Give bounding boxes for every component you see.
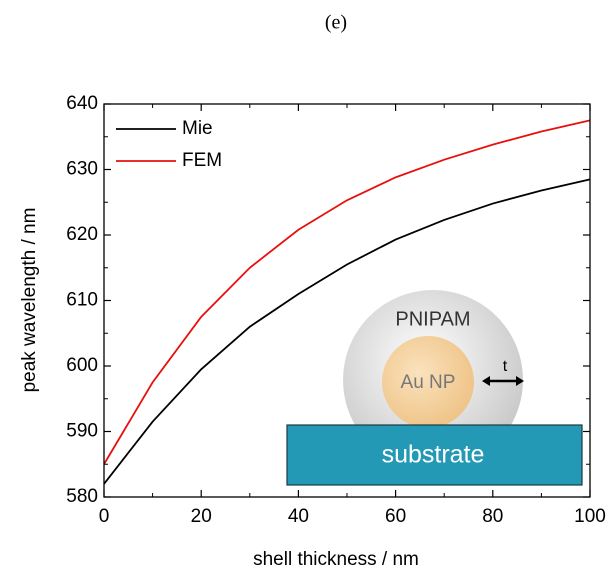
x-tick-label: 60 xyxy=(385,506,406,527)
y-axis-label: peak wavelength / nm xyxy=(19,208,40,393)
inset-diagram: PNIPAM Au NP t substrate xyxy=(286,290,583,486)
x-tick-label: 100 xyxy=(574,506,606,527)
substrate-box xyxy=(286,424,583,486)
series-line xyxy=(103,119,591,465)
legend-label: FEM xyxy=(182,150,222,171)
y-tick-label: 610 xyxy=(66,290,98,311)
y-tick-label: 590 xyxy=(66,421,98,442)
legend-label: Mie xyxy=(182,118,213,139)
y-tick-label: 600 xyxy=(66,355,98,376)
thickness-label: t xyxy=(503,358,508,375)
x-tick-label: 80 xyxy=(482,506,503,527)
x-tick-label: 0 xyxy=(99,506,110,527)
core-label: Au NP xyxy=(401,372,456,393)
series-line xyxy=(103,178,591,485)
shell-label: PNIPAM xyxy=(395,308,470,330)
x-axis-label: shell thickness / nm xyxy=(253,549,419,570)
core xyxy=(382,336,474,428)
chart-title: (e) xyxy=(325,12,347,34)
y-tick-label: 620 xyxy=(66,224,98,245)
x-tick-label: 20 xyxy=(191,506,212,527)
substrate-label: substrate xyxy=(382,441,485,469)
y-tick-label: 640 xyxy=(66,93,98,114)
y-tick-label: 580 xyxy=(66,486,98,507)
x-tick-label: 40 xyxy=(288,506,309,527)
y-tick-label: 630 xyxy=(66,159,98,180)
